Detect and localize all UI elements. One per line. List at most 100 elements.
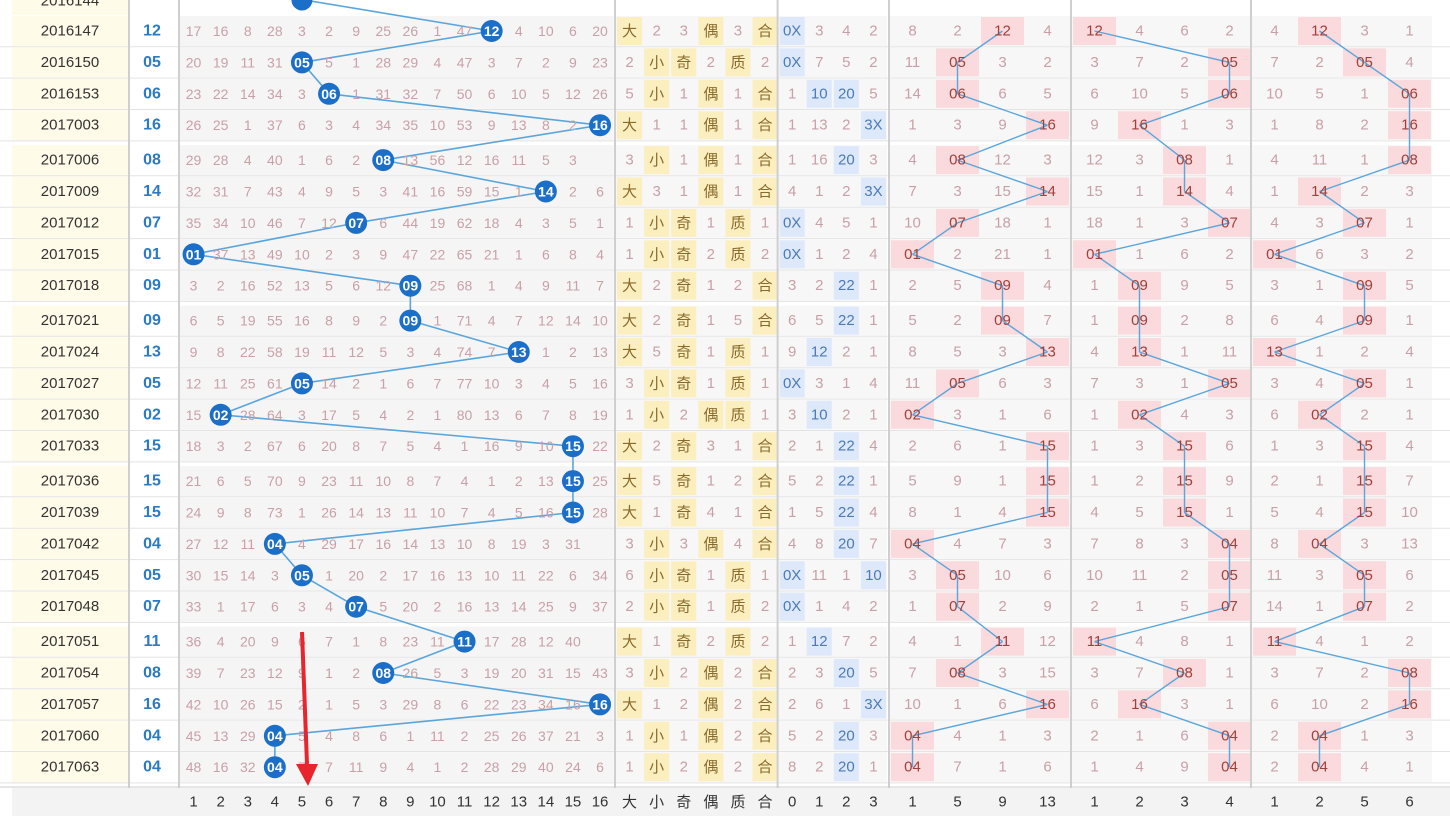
group-value: 3 [1043, 727, 1051, 744]
stat-highlight-cell [671, 561, 697, 590]
stat-value: 2 [842, 246, 850, 263]
missing-count: 2 [569, 117, 577, 133]
missing-count: 5 [325, 278, 333, 294]
group-value: 6 [1090, 696, 1098, 713]
missing-count: 41 [403, 184, 419, 200]
missing-count: 43 [267, 184, 283, 200]
draw-value: 09 [143, 312, 161, 329]
stat-value: 2 [652, 277, 660, 294]
stat-value: 1 [815, 183, 823, 200]
group-value: 5 [908, 473, 916, 490]
value-cell-bg [130, 239, 176, 270]
stat-value: 5 [652, 344, 660, 361]
draw-value: 15 [143, 473, 161, 490]
stat-value: 2 [869, 598, 877, 615]
group-value: 05 [1221, 54, 1238, 71]
missing-count: 5 [515, 505, 523, 521]
group-trend-segment [1139, 93, 1230, 126]
ball-label: 15 [565, 438, 581, 454]
group-value: 3 [1405, 727, 1413, 744]
missing-count: 37 [538, 728, 554, 744]
missing-count: 25 [430, 278, 446, 294]
group-value: 6 [1405, 567, 1413, 584]
group-value: 2 [1180, 54, 1188, 71]
value-cell-bg [130, 431, 176, 462]
stat-highlight-cell [860, 561, 886, 590]
ball-marker [589, 693, 612, 716]
group-value: 3 [998, 665, 1006, 682]
footer-bg [12, 788, 1450, 816]
group-value: 14 [1266, 598, 1283, 615]
missing-count: 10 [484, 567, 500, 583]
group3-row-bg [1252, 431, 1432, 462]
missing-count: 30 [186, 567, 202, 583]
missing-count: 4 [461, 473, 469, 489]
group-value: 7 [998, 535, 1006, 552]
overlay-layer: 1205061608140701090913050215151504050711… [182, 0, 612, 786]
group-value: 3 [953, 117, 961, 134]
missing-row-bg [180, 305, 614, 336]
footer-label: 1 [908, 794, 916, 811]
missing-count: 6 [379, 728, 387, 744]
missing-count: 37 [592, 599, 608, 615]
missing-count: 58 [267, 344, 283, 360]
missing-count: 28 [267, 23, 283, 39]
group-value: 11 [905, 375, 921, 392]
trend-line-segment [274, 703, 601, 737]
ball-marker [182, 243, 205, 266]
stat-value: 偶 [703, 85, 718, 103]
value-cell-bg [130, 591, 176, 622]
stat-value: 3 [815, 375, 823, 392]
stat-highlight-cell [833, 271, 859, 300]
group-value: 3 [1270, 277, 1278, 294]
missing-count: 11 [349, 473, 364, 489]
missing-count: 23 [403, 634, 419, 650]
missing-count: 12 [538, 634, 554, 650]
group-value: 4 [1225, 183, 1233, 200]
missing-count: 5 [542, 152, 550, 168]
group-value: 5 [1225, 277, 1233, 294]
stat-highlight-cell [752, 306, 778, 335]
stat-value: 2 [815, 277, 823, 294]
footer-label: 11 [457, 794, 473, 811]
group-trend-segment [1139, 124, 1185, 161]
missing-count: 1 [488, 473, 496, 489]
missing-count: 12 [213, 536, 229, 552]
stat-value: 1 [734, 85, 742, 102]
group-trend-segment [1094, 640, 1185, 674]
missing-count: 5 [569, 375, 577, 391]
period-cell-bg [12, 110, 128, 141]
group-value: 2 [998, 598, 1006, 615]
missing-count: 6 [271, 599, 279, 615]
missing-count: 11 [430, 634, 445, 650]
missing-count: 43 [592, 665, 608, 681]
group-value: 2 [908, 438, 916, 455]
stat-highlight-cell [671, 208, 697, 237]
period-cell-bg [12, 431, 128, 462]
group-value: 07 [1356, 598, 1373, 615]
stat-value: 2 [680, 759, 688, 776]
group-trend-segment [912, 414, 1048, 447]
period-label: 2017063 [41, 759, 99, 776]
stat-highlight-cell [725, 338, 751, 366]
value-cell-bg [130, 145, 176, 176]
missing-count: 11 [511, 152, 526, 168]
period-label: 2017045 [41, 567, 99, 584]
missing-count: 4 [298, 536, 306, 552]
missing-count: 11 [322, 344, 337, 360]
period-label: 2017030 [41, 406, 99, 423]
group-value: 08 [1401, 152, 1418, 169]
footer-label: 5 [1360, 794, 1368, 811]
stat-value: 1 [680, 152, 688, 169]
missing-count: 34 [213, 215, 229, 231]
missing-count: 33 [186, 599, 202, 615]
missing-count: 2 [325, 246, 333, 262]
missing-count: 22 [240, 344, 256, 360]
ball-marker [399, 274, 422, 297]
missing-count: 1 [244, 117, 252, 133]
missing-count: 5 [244, 473, 252, 489]
missing-count: 9 [569, 599, 577, 615]
missing-count: 13 [430, 536, 446, 552]
group-value: 2 [1180, 312, 1188, 329]
missing-count: 61 [267, 375, 283, 391]
